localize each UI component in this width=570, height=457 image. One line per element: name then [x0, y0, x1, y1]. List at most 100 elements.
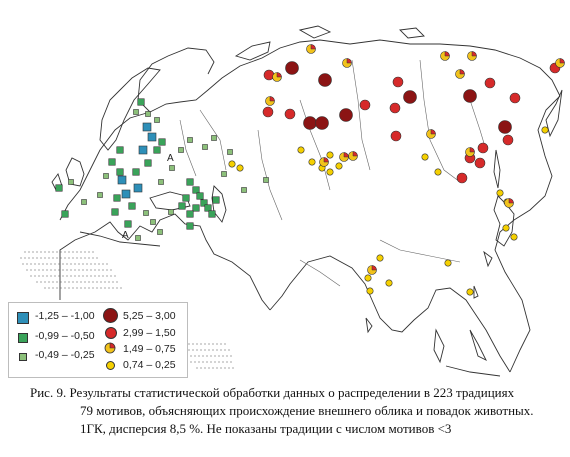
map-marker-square [117, 175, 127, 185]
map-marker-square [227, 149, 233, 155]
map-marker-square [142, 122, 152, 132]
map-marker-circle [421, 153, 429, 161]
map-marker-square [186, 222, 194, 230]
map-marker-circle [510, 233, 518, 241]
legend-label-5: 2,99 – 1,50 [123, 327, 176, 339]
map-marker-square [147, 132, 157, 142]
map-marker-circle [364, 274, 372, 282]
legend-swatch-green-square [18, 333, 28, 343]
map-marker-square [178, 147, 184, 153]
map-marker-circle [284, 108, 296, 120]
map-marker-circle [385, 279, 393, 287]
map-marker-pie-slice [323, 157, 329, 163]
map-marker-pie-slice [371, 265, 377, 271]
map-marker-circle [389, 102, 401, 114]
map-marker-square [133, 109, 139, 115]
map-marker-square [135, 235, 141, 241]
map-marker-circle [339, 108, 353, 122]
map-marker-square [178, 202, 186, 210]
map-marker-square [55, 184, 63, 192]
map-marker-square [192, 204, 200, 212]
map-marker-circle [502, 224, 510, 232]
map-marker-square [137, 98, 145, 106]
map-marker-circle [228, 160, 236, 168]
eurasia-map: A A [20, 25, 565, 377]
map-marker-square [132, 168, 140, 176]
map-marker-square [108, 158, 116, 166]
caption-line-3: 1ГК, дисперсия 8,5 %. Не показаны традиц… [80, 421, 452, 436]
map-marker-circle [496, 189, 504, 197]
map-marker-square [221, 171, 227, 177]
legend-label-4: 5,25 – 3,00 [123, 310, 176, 322]
map-marker-square [208, 210, 216, 218]
map-marker-circle [456, 172, 468, 184]
map-marker-circle [359, 99, 371, 111]
map-marker-square [153, 146, 161, 154]
legend-label-6: 1,49 – 0,75 [123, 343, 176, 355]
map-marker-pie-slice [459, 69, 465, 75]
map-marker-circle [403, 90, 417, 104]
map-marker-square [81, 199, 87, 205]
map-marker-circle [474, 157, 486, 169]
map-marker-circle [498, 120, 512, 134]
map-marker-pie-slice [269, 96, 275, 102]
map-marker-square [202, 144, 208, 150]
caption-line-2: 79 мотивов, объясняющих происхождение вн… [80, 403, 534, 418]
map-marker-circle [444, 259, 452, 267]
map-label-a-1: A [167, 153, 174, 164]
legend-swatch-blue-square [17, 312, 29, 324]
map-marker-pie-slice [559, 58, 565, 64]
map-label-a-2: A [122, 230, 129, 241]
map-marker-circle [318, 73, 332, 87]
map-marker-square [186, 178, 194, 186]
map-marker-circle [335, 162, 343, 170]
legend-label-3: -0,49 – -0,25 [35, 349, 95, 361]
legend-label-2: -0,99 – -0,50 [35, 330, 95, 342]
legend-label-7: 0,74 – 0,25 [123, 359, 176, 371]
map-marker-pie-slice [346, 58, 352, 64]
map-marker-circle [366, 287, 374, 295]
map-marker-circle [326, 151, 334, 159]
legend-swatch-lightgreen-square [19, 353, 27, 361]
map-marker-circle [390, 130, 402, 142]
map-marker-square [138, 145, 148, 155]
map-marker-square [103, 173, 109, 179]
map-marker-square [168, 209, 174, 215]
map-marker-square [133, 183, 143, 193]
map-marker-circle [376, 254, 384, 262]
legend-label-1: -1,25 – -1,00 [35, 310, 95, 322]
map-marker-pie-slice [508, 198, 514, 204]
map-marker-square [200, 199, 208, 207]
map-marker-pie-slice [352, 151, 358, 157]
map-letter-labels: A A [122, 153, 174, 241]
map-marker-circle [484, 77, 496, 89]
map-marker-square [113, 194, 121, 202]
map-marker-pie-slice [343, 152, 349, 158]
map-marker-square [143, 210, 149, 216]
map-marker-circle [236, 164, 244, 172]
map-marker-circle [308, 158, 316, 166]
africa-hatching [20, 251, 236, 369]
map-marker-square [263, 177, 269, 183]
map-marker-circle [463, 89, 477, 103]
map-marker-square [211, 135, 217, 141]
map-marker-square [121, 189, 131, 199]
map-marker-circle [502, 134, 514, 146]
map-marker-square [150, 219, 156, 225]
map-marker-square [212, 196, 220, 204]
map-marker-square [196, 192, 204, 200]
legend-swatch-red-circle [105, 327, 117, 339]
map-marker-square [158, 138, 166, 146]
map-marker-circle [509, 92, 521, 104]
map-marker-pie-slice [310, 44, 316, 50]
map-marker-square [169, 165, 175, 171]
map-marker-square [116, 168, 124, 176]
map-marker-square [192, 186, 200, 194]
map-marker-circle [541, 126, 549, 134]
map-marker-square [157, 229, 163, 235]
map-marker-square [128, 202, 136, 210]
map-marker-circle [477, 142, 489, 154]
map-marker-square [241, 187, 247, 193]
map-marker-circle [297, 146, 305, 154]
map-marker-pie-slice [471, 51, 477, 57]
